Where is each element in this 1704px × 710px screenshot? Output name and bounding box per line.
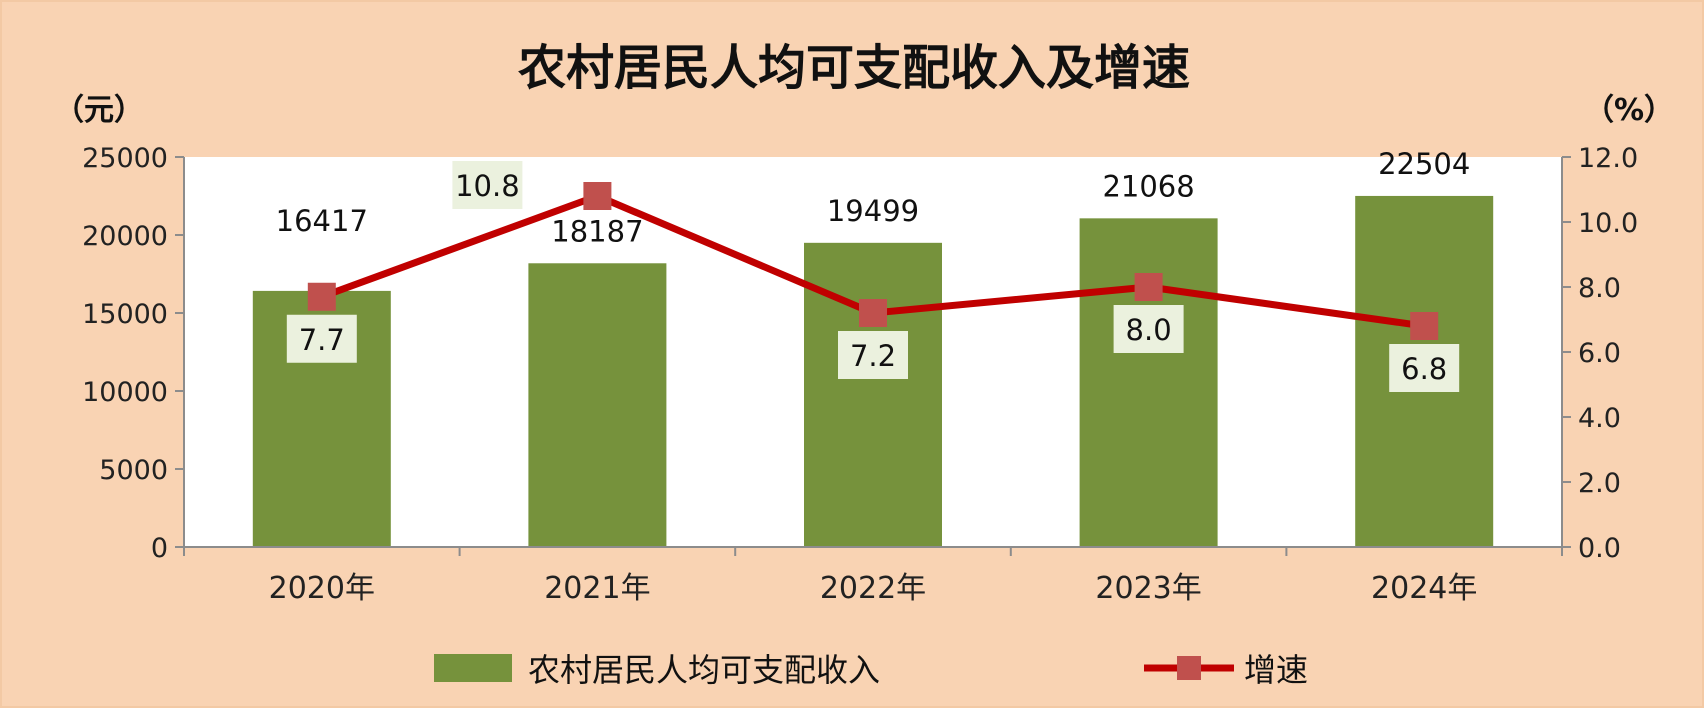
data-labels: 16417 18187 19499 21068 22504 7.7 10.8 7.2 8.0 6.… xyxy=(276,147,1470,392)
x-tick-label: 2023年 xyxy=(1095,571,1201,606)
rate-label-box xyxy=(452,161,523,209)
bar-value-label: 21068 xyxy=(1102,169,1194,203)
legend-line-label: 增速 xyxy=(1244,651,1308,689)
rate-marker xyxy=(1134,273,1163,301)
rate-value-label: 10.8 xyxy=(455,169,520,203)
left-tick-label: 15000 xyxy=(82,299,168,330)
bar-value-label: 16417 xyxy=(276,204,368,238)
rate-label-box xyxy=(286,314,357,363)
left-tick-label: 10000 xyxy=(82,377,168,408)
right-tick-label: 10.0 xyxy=(1578,208,1638,239)
x-tick-label: 2021年 xyxy=(544,571,650,606)
bar-value-label: 19499 xyxy=(827,194,919,228)
bar-2022年 xyxy=(804,242,942,547)
rate-marker xyxy=(583,182,612,210)
left-tick-label: 25000 xyxy=(82,143,168,174)
axes: 0 5000 10000 15000 20000 25000 0.0 2.0 4.0 6.0 8.0… xyxy=(82,143,1638,606)
bar-value-label: 22504 xyxy=(1378,147,1470,181)
right-tick-label: 0.0 xyxy=(1578,533,1621,564)
rate-value-label: 6.8 xyxy=(1401,352,1447,386)
right-tick-label: 4.0 xyxy=(1578,403,1621,434)
rate-label-box xyxy=(1389,344,1460,392)
rate-label-box xyxy=(1113,305,1184,353)
right-tick-label: 12.0 xyxy=(1578,143,1638,174)
rate-marker xyxy=(1410,312,1439,340)
x-tick-label: 2020年 xyxy=(269,571,375,606)
rate-value-label: 7.7 xyxy=(299,323,345,357)
rate-label-box xyxy=(838,331,908,379)
legend-bar-swatch xyxy=(434,654,512,682)
x-tick-label: 2022年 xyxy=(820,571,926,606)
rate-value-label: 8.0 xyxy=(1126,313,1172,347)
left-tick-label: 20000 xyxy=(82,221,168,252)
bar-2023年 xyxy=(1079,218,1218,547)
bar-value-label: 18187 xyxy=(551,214,643,248)
right-tick-label: 2.0 xyxy=(1578,468,1621,499)
right-axis-unit: （%） xyxy=(1584,93,1674,128)
chart-title: 农村居民人均可支配收入及增速 xyxy=(518,40,1190,96)
left-axis-unit: （元） xyxy=(54,93,144,128)
x-tick-label: 2024年 xyxy=(1371,571,1477,606)
right-tick-label: 6.0 xyxy=(1578,338,1621,369)
bar-2021年 xyxy=(528,263,667,547)
left-tick-label: 5000 xyxy=(99,455,168,486)
legend: 农村居民人均可支配收入 增速 xyxy=(434,651,1308,689)
legend-bar-label: 农村居民人均可支配收入 xyxy=(528,651,880,689)
right-tick-label: 8.0 xyxy=(1578,273,1621,304)
line-series xyxy=(307,182,1439,340)
rate-marker xyxy=(859,299,887,327)
left-tick-label: 0 xyxy=(151,533,168,564)
legend-line-marker xyxy=(1177,656,1201,680)
rate-value-label: 7.2 xyxy=(850,339,896,373)
rate-marker xyxy=(307,282,336,311)
